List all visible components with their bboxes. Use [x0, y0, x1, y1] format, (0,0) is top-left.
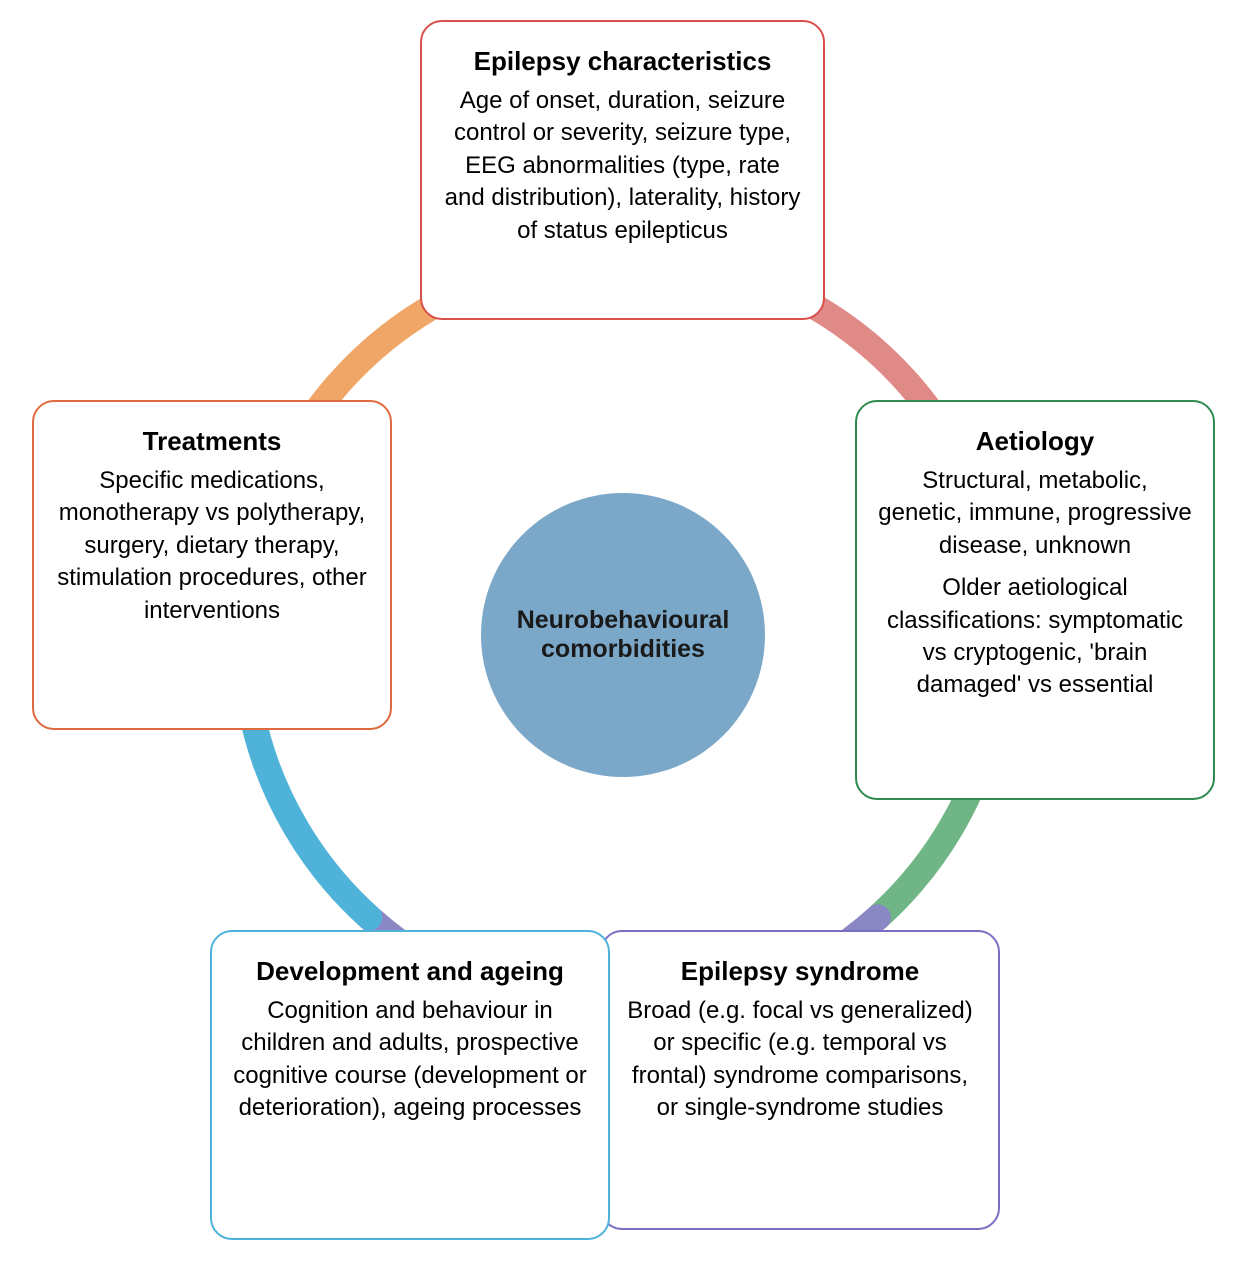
node-body-paragraph: Structural, metabolic, genetic, immune, …	[877, 465, 1193, 562]
node-body: Specific medications, monotherapy vs pol…	[54, 465, 370, 627]
node-body-paragraph: Older aetiological classifications: symp…	[877, 572, 1193, 702]
node-body: Cognition and behaviour in children and …	[232, 995, 588, 1125]
node-title: Epilepsy characteristics	[442, 46, 803, 77]
node-body: Structural, metabolic, genetic, immune, …	[877, 465, 1193, 702]
node-title: Treatments	[54, 426, 370, 457]
node-treatments: Treatments Specific medications, monother…	[32, 400, 392, 730]
center-label: Neurobehavioural comorbidities	[501, 606, 745, 664]
node-body-paragraph: Broad (e.g. focal vs generalized) or spe…	[622, 995, 978, 1125]
node-body-paragraph: Cognition and behaviour in children and …	[232, 995, 588, 1125]
circular-diagram: Neurobehavioural comorbidities Epilepsy …	[0, 0, 1247, 1270]
node-epilepsy-syndrome: Epilepsy syndrome Broad (e.g. focal vs ge…	[600, 930, 1000, 1230]
center-node: Neurobehavioural comorbidities	[481, 493, 765, 777]
node-development-ageing: Development and ageing Cognition and beha…	[210, 930, 610, 1240]
node-epilepsy-characteristics: Epilepsy characteristics Age of onset, du…	[420, 20, 825, 320]
node-body: Broad (e.g. focal vs generalized) or spe…	[622, 995, 978, 1125]
node-body-paragraph: Age of onset, duration, seizure control …	[442, 85, 803, 247]
node-body-paragraph: Specific medications, monotherapy vs pol…	[54, 465, 370, 627]
node-body: Age of onset, duration, seizure control …	[442, 85, 803, 247]
node-title: Aetiology	[877, 426, 1193, 457]
node-aetiology: Aetiology Structural, metabolic, genetic,…	[855, 400, 1215, 800]
node-title: Epilepsy syndrome	[622, 956, 978, 987]
node-title: Development and ageing	[232, 956, 588, 987]
